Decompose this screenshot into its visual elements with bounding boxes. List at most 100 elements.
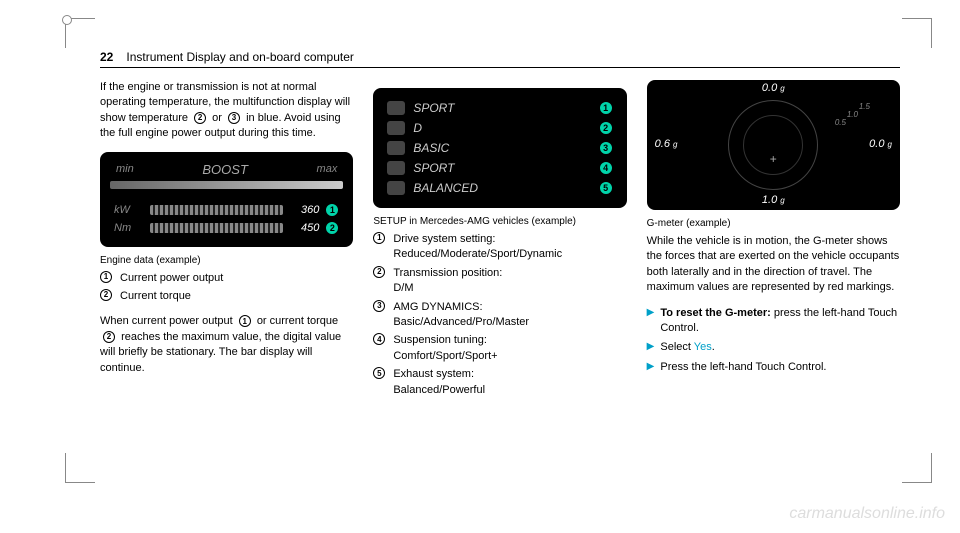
- text: Select: [660, 341, 693, 353]
- menu-row: BALANCED 5: [383, 178, 616, 198]
- engine-icon: [387, 101, 405, 115]
- callout-1: 1: [599, 101, 613, 115]
- legend-item: 1 Drive system setting: Reduced/Moderate…: [373, 232, 626, 263]
- action-marker-icon: ▶: [647, 340, 655, 355]
- legend-title: AMG DYNAMICS:: [393, 301, 482, 313]
- legend-num-2: 2: [100, 289, 112, 301]
- nm-bar: [150, 223, 283, 233]
- text: reaches the maximum value, the digital v…: [100, 331, 341, 374]
- callout-1-inline: 1: [239, 315, 251, 327]
- legend-sub: Basic/Advanced/Pro/Master: [393, 316, 529, 328]
- gmeter-tick: 0.5: [835, 118, 846, 127]
- menu-row: D 2: [383, 118, 616, 138]
- column-2: SPORT 1 D 2 BASIC 3 SPORT 4 BALANCED: [373, 80, 626, 503]
- watermark: carmanualsonline.info: [789, 505, 945, 523]
- legend-num-2: 2: [373, 266, 385, 278]
- legend-item: 2 Current torque: [100, 289, 353, 304]
- column-3: 0.0 g 0.6 g 0.0 g 1.0 g 0.5 1.0 1.5 + G-…: [647, 80, 900, 503]
- action-text: Press the left-hand Touch Control.: [660, 360, 826, 375]
- link-text: Yes: [694, 341, 712, 353]
- bold-text: To reset the G-meter:: [660, 307, 770, 319]
- legend-text: Drive system setting: Reduced/Moderate/S…: [393, 232, 626, 263]
- legend-sub: Comfort/Sport/Sport+: [393, 350, 497, 362]
- boost-title: BOOST: [134, 162, 317, 177]
- callout-2-inline: 2: [103, 331, 115, 343]
- exhaust-icon: [387, 181, 405, 195]
- legend-list: 1 Drive system setting: Reduced/Moderate…: [373, 232, 626, 398]
- para-2: When current power output 1 or current t…: [100, 314, 353, 376]
- crop-mark: [902, 453, 932, 483]
- engine-data-display: min BOOST max kW 360 1 Nm 450 2: [100, 152, 353, 247]
- legend-num-1: 1: [100, 271, 112, 283]
- menu-label: BALANCED: [413, 181, 590, 195]
- crop-mark: [65, 18, 95, 48]
- setup-caption: SETUP in Mercedes-AMG vehicles (example): [373, 216, 626, 227]
- legend-text: Transmission position: D/M: [393, 266, 626, 297]
- legend-text: Exhaust system: Balanced/Powerful: [393, 367, 626, 398]
- legend-text: Current power output: [120, 271, 353, 286]
- legend-item: 1 Current power output: [100, 271, 353, 286]
- legend-sub: D/M: [393, 282, 413, 294]
- menu-label: SPORT: [413, 101, 590, 115]
- nm-value: 450: [289, 222, 319, 234]
- boost-bar: [110, 181, 343, 189]
- legend-title: Transmission position:: [393, 267, 502, 279]
- legend-sub: Reduced/Moderate/Sport/Dynamic: [393, 248, 562, 260]
- action-text: Select Yes.: [660, 340, 714, 355]
- legend-num-3: 3: [373, 300, 385, 312]
- menu-row: SPORT 4: [383, 158, 616, 178]
- menu-label: SPORT: [413, 161, 590, 175]
- legend-num-4: 4: [373, 333, 385, 345]
- legend-sub: Balanced/Powerful: [393, 384, 485, 396]
- gmeter-tick: 1.0: [847, 110, 858, 119]
- legend-text: Current torque: [120, 289, 353, 304]
- gmeter-cross-icon: +: [770, 152, 777, 166]
- legend-item: 5 Exhaust system: Balanced/Powerful: [373, 367, 626, 398]
- menu-label: D: [413, 121, 590, 135]
- callout-4: 4: [599, 161, 613, 175]
- action-item: ▶ Press the left-hand Touch Control.: [647, 360, 900, 375]
- crop-mark: [902, 18, 932, 48]
- legend-title: Exhaust system:: [393, 368, 474, 380]
- text: or: [212, 112, 222, 124]
- legend-item: 3 AMG DYNAMICS: Basic/Advanced/Pro/Maste…: [373, 300, 626, 331]
- callout-2: 2: [599, 121, 613, 135]
- callout-2: 2: [325, 221, 339, 235]
- page-header: 22 Instrument Display and on-board compu…: [100, 50, 900, 68]
- action-item: ▶ To reset the G-meter: press the left-h…: [647, 306, 900, 337]
- legend-item: 2 Transmission position: D/M: [373, 266, 626, 297]
- legend-text: Suspension tuning: Comfort/Sport/Sport+: [393, 333, 626, 364]
- kw-value: 360: [289, 204, 319, 216]
- kw-row: kW 360 1: [110, 201, 343, 219]
- nm-label: Nm: [114, 222, 144, 234]
- legend-list: 1 Current power output 2 Current torque: [100, 271, 353, 305]
- legend-title: Suspension tuning:: [393, 334, 487, 346]
- intro-paragraph: If the engine or transmission is not at …: [100, 80, 353, 142]
- gmeter-display: 0.0 g 0.6 g 0.0 g 1.0 g 0.5 1.0 1.5 +: [647, 80, 900, 210]
- kw-label: kW: [114, 204, 144, 216]
- setup-display: SPORT 1 D 2 BASIC 3 SPORT 4 BALANCED: [373, 88, 626, 208]
- legend-text: AMG DYNAMICS: Basic/Advanced/Pro/Master: [393, 300, 626, 331]
- gmeter-caption: G-meter (example): [647, 218, 900, 229]
- callout-3-inline: 3: [228, 112, 240, 124]
- boost-min: min: [116, 163, 134, 175]
- engine-data-caption: Engine data (example): [100, 255, 353, 266]
- text: or current torque: [257, 315, 338, 327]
- suspension-icon: [387, 161, 405, 175]
- gmeter-para: While the vehicle is in motion, the G-me…: [647, 234, 900, 296]
- action-text: To reset the G-meter: press the left-han…: [660, 306, 900, 337]
- content-columns: If the engine or transmission is not at …: [100, 80, 900, 503]
- action-marker-icon: ▶: [647, 306, 655, 337]
- callout-5: 5: [599, 181, 613, 195]
- gmeter-tick: 1.5: [859, 102, 870, 111]
- gmeter-right: 0.0 g: [869, 138, 892, 150]
- menu-row: BASIC 3: [383, 138, 616, 158]
- action-marker-icon: ▶: [647, 360, 655, 375]
- dynamics-icon: [387, 141, 405, 155]
- menu-row: SPORT 1: [383, 98, 616, 118]
- column-1: If the engine or transmission is not at …: [100, 80, 353, 503]
- callout-3: 3: [599, 141, 613, 155]
- callout-1: 1: [325, 203, 339, 217]
- text: When current power output: [100, 315, 233, 327]
- gmeter-top: 0.0 g: [762, 82, 785, 94]
